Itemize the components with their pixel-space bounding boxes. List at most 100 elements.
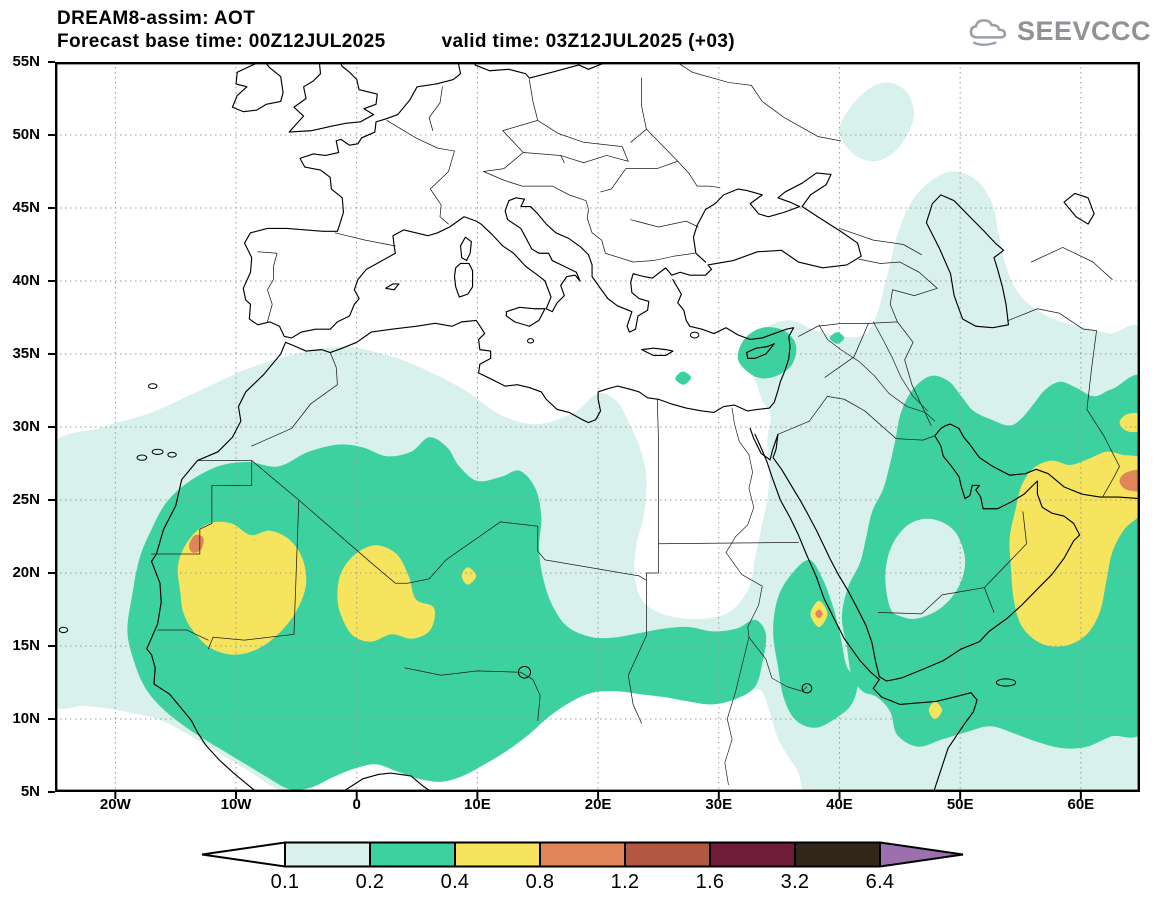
coastline-britain [289,62,377,132]
forecast-map [48,61,1140,799]
colorbar-labels: 0.1 0.2 0.4 0.8 1.2 1.6 3.2 6.4 [200,868,966,894]
coastline-aral [1064,193,1094,224]
logo-text: SEEVCCC [1016,15,1151,46]
island-canary-2 [152,449,163,454]
y-axis-label: 15N [12,637,40,654]
lat-lon-gridlines [55,62,1140,792]
x-axis-label: 50E [946,796,974,813]
contour-aot-04-oman-arabian-sea [1009,451,1140,647]
base-time-label: Forecast base time: 00Z12JUL2025 [57,31,386,52]
coastline-gulf-of-guinea [330,773,431,792]
island-capeverde [59,627,67,632]
borders-middle-east [778,228,1120,613]
island-corsica [461,237,472,260]
island-sardinia [454,263,472,297]
x-axis-label: 60E [1067,796,1095,813]
colorbar-cell-1.6-3.2 [709,841,796,868]
colorbar-cell-3.2-6.4 [794,841,881,868]
contour-aot-04-mauritania-mali [177,521,307,655]
contour-aot-04-air-massif [461,567,477,585]
x-axis-label: 40E [826,796,853,813]
contour-aot-01-caucasus-north [839,82,915,162]
colorbar-tick-label: 6.4 [865,871,895,893]
colorbar-cell-1.2-1.6 [624,841,711,868]
y-axis-label: 5N [20,783,40,800]
coastline-north-africa-levant [286,280,794,423]
plot-title: DREAM8-assim: AOT [57,8,256,29]
contour-aot-02-ethiopia-redsea [773,559,858,728]
contour-aot-08-redsea-core [815,609,823,619]
colorbar-tick-label: 0.2 [355,871,385,893]
river-euphrates-tigris [819,322,935,421]
island-madeira [149,384,157,389]
coastline-sinai [750,428,778,459]
y-axis-label: 40N [12,272,40,289]
island-mallorca [386,284,399,290]
colorbar-cell-0.2-0.4 [369,841,456,868]
y-axis-label: 10N [12,710,40,727]
contour-aot-04-somalia [928,701,943,719]
x-axis-label: 20W [99,796,131,813]
x-axis-label: 0 [352,796,361,813]
colorbar-tick-label: 0.8 [525,871,555,893]
colorbar-cell-<0.1 [201,841,286,868]
colorbar-scale [201,841,964,868]
colorbar-tick-label: 0.4 [440,871,470,893]
colorbar-tick-label: 1.2 [610,871,640,893]
colorbar-tick-label: 3.2 [780,871,810,893]
island-crete [642,348,673,355]
colorbar-cell-0.8-1.2 [539,841,626,868]
coastline-ireland [232,62,283,112]
y-axis-label: 55N [12,53,40,70]
aot-shaded-contours [55,82,1140,792]
borders-africa [152,353,799,724]
y-axis-label: 30N [12,418,40,435]
x-axis-label: 10W [220,796,252,813]
y-axis-label: 20N [12,564,40,581]
colorbar-tick-label: 1.6 [695,871,725,893]
latitude-axis: 55N 50N 45N 40N 35N 30N 25N 20N 15N 10N 5N [0,53,48,800]
cloud-icon [969,19,1007,46]
y-axis-label: 25N [12,491,40,508]
contour-aot-02-sahara [127,437,767,790]
axis-ticks [48,61,1082,799]
x-axis-label: 10E [464,796,491,813]
x-axis-label: 30E [705,796,733,813]
colorbar-cell-0.4-0.8 [454,841,541,868]
island-canary-3 [168,452,176,457]
lake-tana [802,684,812,693]
coastline-baltic [475,62,613,78]
coastline-europe [243,62,861,338]
island-sicily [506,307,545,326]
borders-europe [258,62,841,322]
coastline-arabia-gulf-iran [773,424,1140,681]
map-frame [55,62,1140,792]
coastline-caspian [926,195,1008,328]
colorbar-cell->6.4 [879,841,964,868]
colorbar-legend: 0.1 0.2 0.4 0.8 1.2 1.6 3.2 6.4 [200,841,966,894]
island-malta [528,339,534,343]
plot-subtitle: Forecast base time: 00Z12JUL2025 valid ti… [57,31,735,53]
contour-aot-04-makran-edge [1119,413,1140,433]
y-axis-label: 35N [12,345,40,362]
contour-aot-08-makran-core [1119,469,1140,492]
contour-aot-04-niger [337,545,435,642]
island-socotra [996,679,1015,686]
island-canary-1 [137,455,147,460]
y-axis-label: 45N [12,199,40,216]
island-cyprus [747,344,775,359]
map-panel [48,61,1140,799]
island-rhodes [690,332,698,338]
colorbar-cell-0.1-0.2 [284,841,371,868]
base-map [59,62,1140,792]
valid-time-label: valid time: 03Z12JUL2025 (+03) [441,31,736,52]
river-nile [725,408,807,785]
y-axis-label: 50N [12,126,40,143]
x-axis-label: 20E [584,796,612,813]
contour-aot-02-anatolia-spot [829,332,845,344]
contour-aot-02-south-of-crete [675,371,692,385]
coastline-west-africa [147,342,286,792]
seevccc-logo: SEEVCCC [966,14,1151,48]
colorbar-tick-label: 0.1 [270,871,300,893]
longitude-axis: 20W 10W 0 10E 20E 30E 40E 50E 60E [55,796,1140,816]
